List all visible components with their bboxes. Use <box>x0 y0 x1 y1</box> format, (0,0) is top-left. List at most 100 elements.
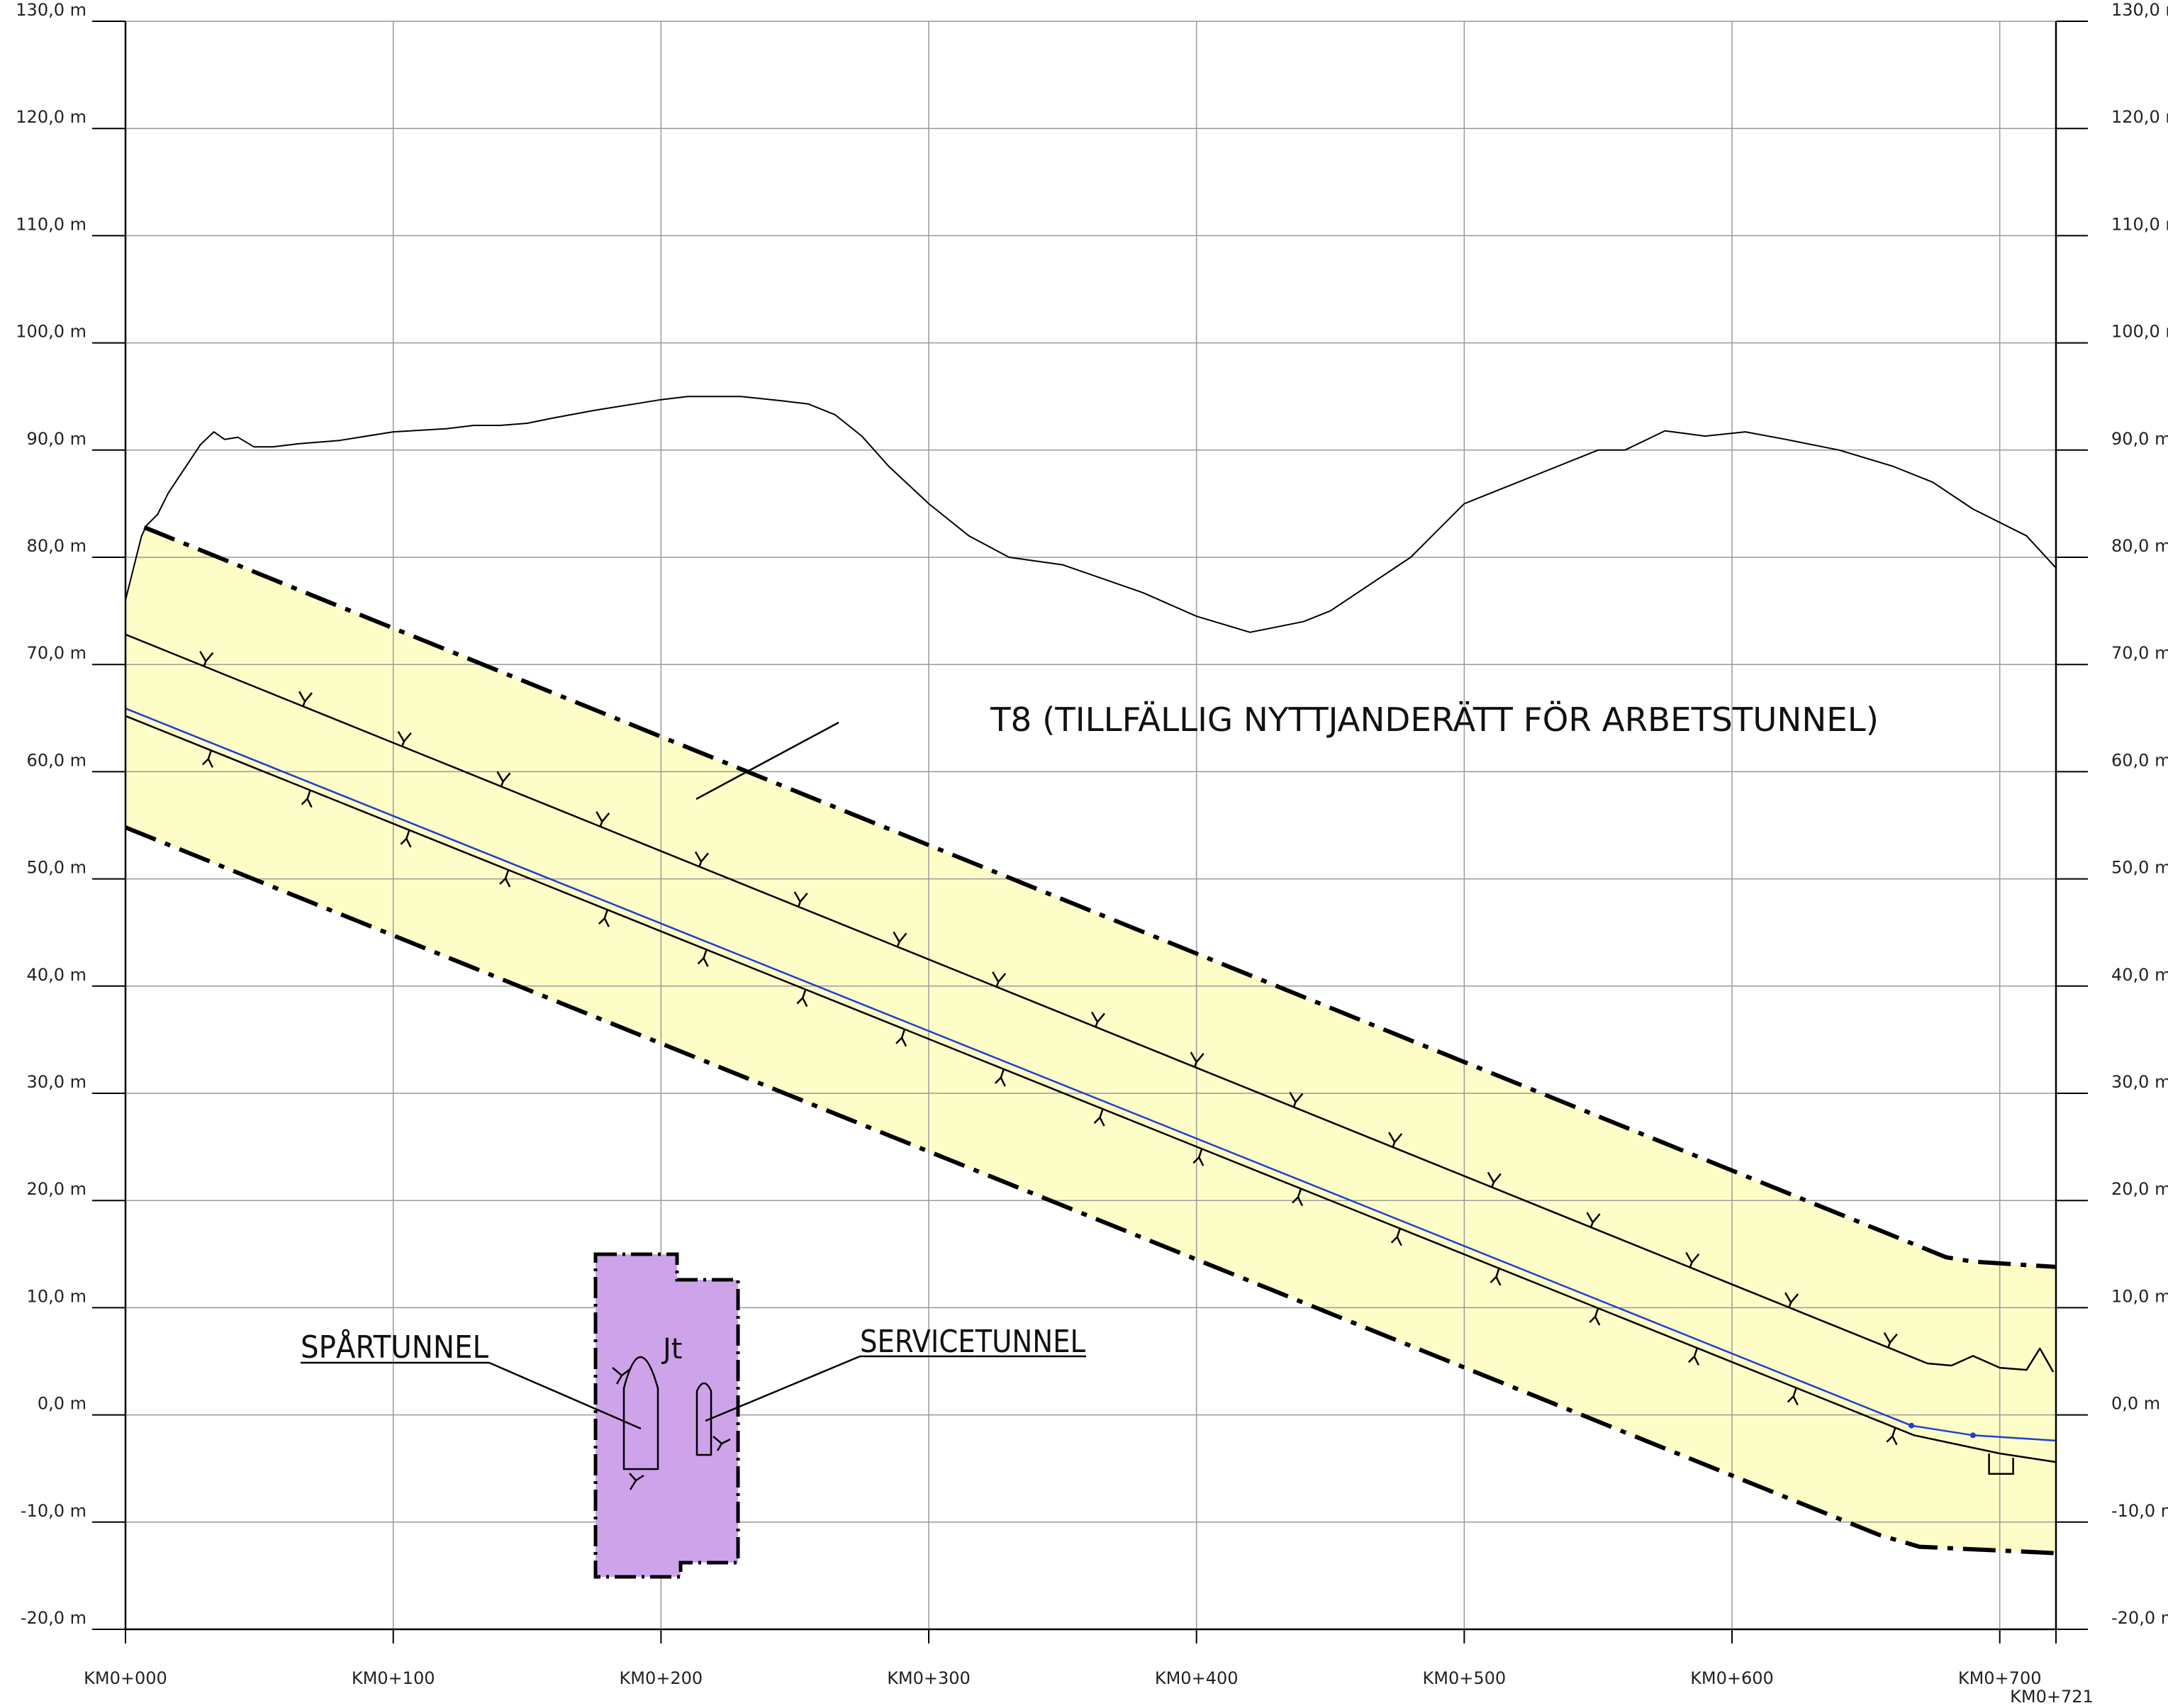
floor-ground-symbol <box>994 1068 1006 1087</box>
axis-layer: -20,0 m -20,0 m -10,0 m -10,0 m 0,0 m 0,0 m 10… <box>16 0 2168 1707</box>
y-tick-label-right: 90,0 m <box>2111 429 2168 449</box>
y-tick-label-left: 80,0 m <box>27 536 86 556</box>
x-tick-label: KM0+600 <box>1690 1668 1774 1688</box>
section-symbol-2 <box>629 1473 644 1490</box>
track-node <box>1969 1432 1976 1439</box>
x-tick-label: KM0+300 <box>887 1668 971 1688</box>
floor-ground-symbol <box>598 909 610 927</box>
roof-ground-symbol <box>893 931 907 948</box>
y-tick-label-right: 20,0 m <box>2111 1179 2168 1199</box>
roof-ground-symbol <box>694 851 709 868</box>
x-tick-label: KM0+500 <box>1423 1668 1507 1688</box>
roof-ground-symbol <box>397 731 412 748</box>
roof-ground-symbol <box>1586 1212 1601 1229</box>
floor-ground-symbol <box>1787 1388 1799 1406</box>
y-tick-label-left: 0,0 m <box>38 1394 86 1414</box>
y-tick-label-right: -20,0 m <box>2111 1608 2168 1628</box>
series-terrain <box>125 396 2057 633</box>
floor-ground-symbol <box>1589 1307 1601 1326</box>
y-tick-label-right: 50,0 m <box>2111 858 2168 878</box>
zone-label: T8 (TILLFÄLLIG NYTTJANDERÄTT FÖR ARBETST… <box>990 700 1879 739</box>
y-tick-label-right: 110,0 m <box>2111 214 2168 234</box>
cross-section-zone <box>593 1252 740 1579</box>
spar-tunnel-section <box>622 1356 659 1470</box>
y-tick-label-left: -10,0 m <box>21 1501 86 1521</box>
spar-leader-line <box>488 1361 642 1430</box>
roof-ground-symbol <box>596 811 610 828</box>
x-tick-label: KM0+400 <box>1155 1668 1239 1688</box>
floor-ground-symbol <box>1886 1427 1898 1446</box>
floor-ground-symbol <box>697 949 709 967</box>
floor-ground-symbol <box>1490 1268 1502 1286</box>
floor-ground-symbol <box>1093 1108 1105 1127</box>
y-tick-label-left: 60,0 m <box>27 750 86 770</box>
y-tick-label-right: 100,0 m <box>2111 322 2168 342</box>
y-tick-label-left: 130,0 m <box>16 0 86 20</box>
end-step-detail <box>1988 1453 2014 1475</box>
y-tick-label-right: 30,0 m <box>2111 1072 2168 1092</box>
y-tick-label-right: -10,0 m <box>2111 1501 2168 1521</box>
y-tick-label-left: 70,0 m <box>27 643 86 663</box>
y-tick-label-right: 130,0 m <box>2111 0 2168 20</box>
roof-ground-symbol <box>793 891 808 908</box>
floor-ground-symbol <box>895 1029 907 1047</box>
floor-ground-symbol <box>796 989 808 1008</box>
y-tick-label-left: 110,0 m <box>16 214 86 234</box>
series-boundary-lower <box>124 825 2057 1556</box>
y-tick-label-right: 70,0 m <box>2111 643 2168 663</box>
roof-ground-symbol <box>1685 1251 1700 1269</box>
end-tick-label: KM0+721 <box>2010 1687 2094 1707</box>
floor-ground-symbol <box>400 830 412 848</box>
floor-ground-symbol <box>1192 1148 1205 1166</box>
y-tick-label-right: 60,0 m <box>2111 750 2168 770</box>
floor-ground-symbol <box>1292 1188 1304 1207</box>
y-tick-label-right: 40,0 m <box>2111 965 2168 985</box>
ground-symbols-layer <box>199 651 2014 1475</box>
roof-ground-symbol <box>1388 1132 1403 1149</box>
x-tick-label: KM0+000 <box>84 1668 167 1688</box>
track-node <box>1909 1422 1915 1429</box>
y-tick-label-left: 100,0 m <box>16 322 86 342</box>
roof-ground-symbol <box>1090 1011 1105 1028</box>
roof-ground-symbol <box>992 971 1007 988</box>
x-tick-label: KM0+100 <box>352 1668 435 1688</box>
floor-ground-symbol <box>301 790 313 808</box>
y-tick-label-right: 0,0 m <box>2111 1394 2160 1414</box>
y-tick-label-left: 120,0 m <box>16 107 86 127</box>
series-tunnel-floor <box>125 715 2057 1463</box>
zone-leader-line <box>695 721 839 800</box>
section-symbol-3 <box>713 1436 731 1451</box>
service-tunnel-label: SERVICETUNNEL <box>860 1324 1085 1360</box>
floor-ground-symbol <box>201 749 213 768</box>
section-symbol-1 <box>612 1367 632 1385</box>
y-tick-label-left: 30,0 m <box>27 1072 86 1092</box>
easement-zone-fill <box>125 527 2056 1553</box>
floor-ground-symbol <box>1688 1347 1700 1366</box>
y-tick-label-left: 50,0 m <box>27 858 86 878</box>
y-tick-label-left: 10,0 m <box>27 1286 86 1306</box>
roof-ground-symbol <box>496 771 511 788</box>
y-tick-label-right: 10,0 m <box>2111 1286 2168 1306</box>
profile-lines-layer <box>124 396 2057 1556</box>
floor-ground-symbol <box>499 869 511 888</box>
y-tick-label-left: 90,0 m <box>27 429 86 449</box>
annotation-layer: T8 (TILLFÄLLIG NYTTJANDERÄTT FÖR ARBETST… <box>301 700 1879 1430</box>
roof-ground-symbol <box>199 651 214 668</box>
series-tunnel-roof <box>125 633 2055 1373</box>
y-tick-label-left: 20,0 m <box>27 1179 86 1199</box>
cross-section-inset: Jt <box>593 1252 740 1579</box>
x-tick-label: KM0+700 <box>1958 1668 2042 1688</box>
roof-ground-symbol <box>1487 1171 1502 1188</box>
service-tunnel-section <box>695 1382 713 1456</box>
series-track-line <box>125 708 2057 1442</box>
roof-ground-symbol <box>1883 1332 1898 1349</box>
roof-ground-symbol <box>1190 1051 1205 1068</box>
roof-ground-symbol <box>1289 1091 1304 1108</box>
section-mark: Jt <box>661 1333 682 1366</box>
y-tick-label-left: 40,0 m <box>27 965 86 985</box>
floor-ground-symbol <box>1390 1228 1402 1246</box>
roof-ground-symbol <box>1784 1292 1799 1309</box>
service-leader-line <box>705 1355 861 1422</box>
y-tick-label-right: 120,0 m <box>2111 107 2168 127</box>
